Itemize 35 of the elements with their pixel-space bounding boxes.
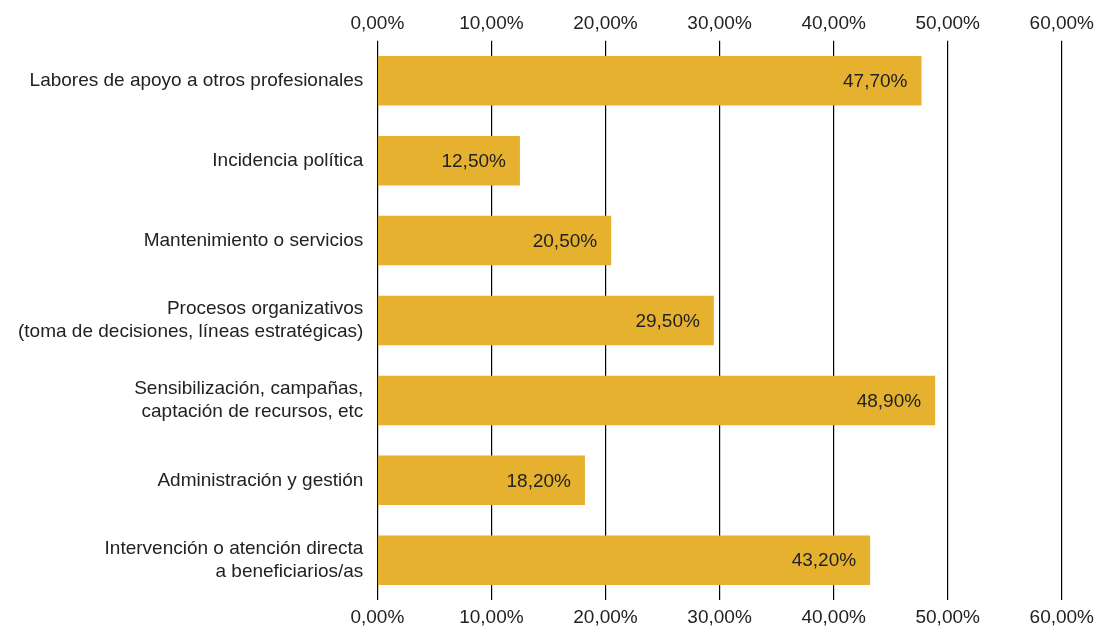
x-tick-label: 0,00% xyxy=(350,605,405,627)
y-tick-label: Intervención o atención directa a beneficiarios/as xyxy=(104,537,364,581)
x2-tick-label: 30,00% xyxy=(687,11,752,33)
y-tick-label: Administración y gestión xyxy=(157,468,364,490)
data-label: 48,90% xyxy=(856,389,922,411)
x2-tick-label: 40,00% xyxy=(801,11,866,33)
bar xyxy=(377,295,714,346)
data-label: 12,50% xyxy=(441,149,507,171)
y-tick-label: Sensibilización, campañas, captación de recursos, etc xyxy=(134,377,364,422)
x-tick-label: 40,00% xyxy=(801,605,866,627)
x-tick-label: 60,00% xyxy=(1029,605,1095,627)
x2-tick-label: 20,00% xyxy=(573,11,638,33)
bar xyxy=(377,215,612,266)
y-tick-label: Labores de apoyo a otros profesionales xyxy=(29,68,364,90)
data-label: 29,50% xyxy=(635,309,700,331)
y-tick-label: Procesos organizativos (toma de decisiones, líneas estratégicas) xyxy=(18,297,364,342)
data-label: 18,20% xyxy=(506,469,572,491)
x2-tick-label: 0,00% xyxy=(350,11,405,33)
bar xyxy=(377,135,520,186)
x2-tick-label: 10,00% xyxy=(459,11,524,33)
x-tick-label: 20,00% xyxy=(573,605,638,627)
x-tick-label: 30,00% xyxy=(687,605,752,627)
data-label: 20,50% xyxy=(532,229,598,251)
x-tick-label: 10,00% xyxy=(459,605,524,627)
y-tick-label: Mantenimiento o servicios xyxy=(143,228,364,250)
bar xyxy=(377,535,871,586)
x2-tick-label: 50,00% xyxy=(915,11,981,33)
y-tick-label: Incidencia política xyxy=(212,148,364,170)
bar xyxy=(377,55,922,106)
x-tick-label: 50,00% xyxy=(915,605,981,627)
bar xyxy=(377,375,936,426)
x2-tick-label: 60,00% xyxy=(1029,11,1095,33)
data-label: 47,70% xyxy=(843,69,908,91)
bar xyxy=(377,455,585,506)
data-label: 43,20% xyxy=(791,549,857,571)
